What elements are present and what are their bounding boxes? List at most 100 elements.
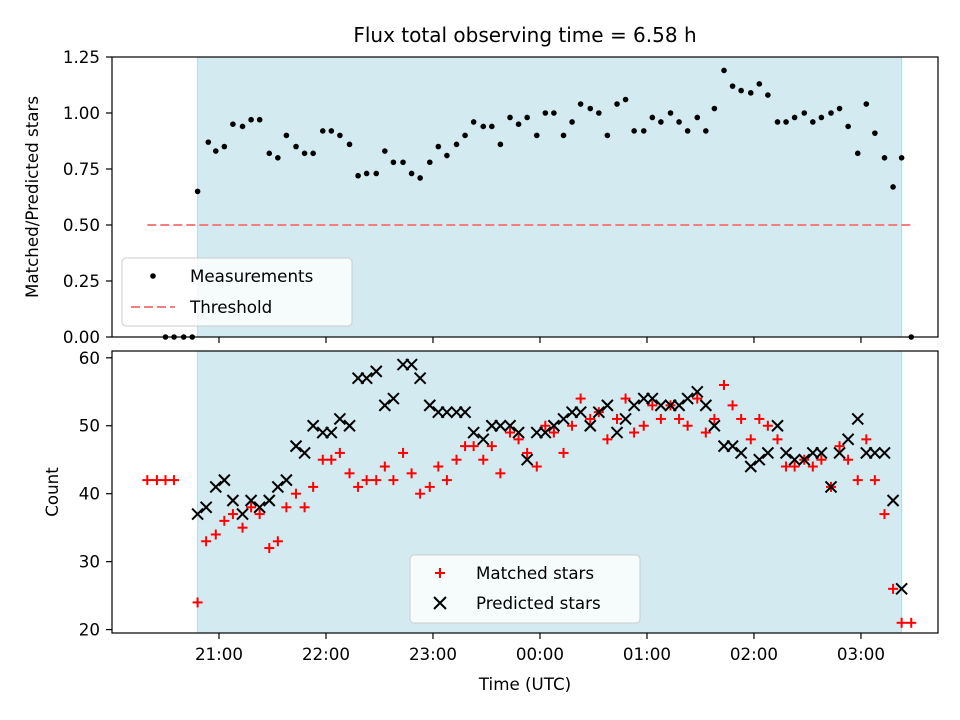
matched-star-point [719,379,730,390]
measurement-point [756,81,763,87]
matched-star-point [709,413,720,424]
measurement-point [622,96,629,103]
bottom-panel: 20 30 40 50 60 21:00 22:00 23:00 00:00 01:00 02:0… [42,348,939,694]
matched-star-point [548,427,559,438]
measurement-point [738,87,744,94]
matched-star-point [272,536,283,547]
predicted-stars-points [191,358,908,596]
matched-star-point [869,475,880,486]
matched-star-point [585,413,596,424]
predicted-star-point [477,433,490,446]
measurement-point [507,114,513,121]
measurement-point [497,141,504,148]
predicted-star-point [378,399,392,412]
measurement-point [676,119,682,125]
predicted-star-point [681,392,694,405]
legend-measurements-marker [150,273,156,279]
matched-star-point [388,475,399,486]
matched-star-point [567,420,578,431]
measurement-point [283,132,290,139]
predicted-star-point [244,494,258,507]
measurement-point [248,116,254,123]
top-y-tick-label: 0.25 [63,271,100,291]
measurement-point [569,119,575,125]
predicted-star-point [343,419,356,432]
bottom-y-tick-label: 20 [79,620,100,640]
predicted-star-point [306,419,320,432]
predicted-star-point [226,494,240,507]
measurement-point [524,114,530,121]
predicted-star-point [654,399,668,412]
top-y-axis-label: Matched/Predicted stars [22,96,42,298]
matched-star-point [254,509,265,520]
bottom-y-tick-label: 50 [79,416,100,436]
predicted-star-point [699,399,713,412]
measurement-point [684,128,691,134]
matched-star-point [762,420,773,431]
measurement-point [596,110,602,116]
matched-star-point [468,441,479,452]
matched-star-point [299,502,310,513]
matched-star-point [291,488,302,499]
predicted-star-point [512,426,525,439]
predicted-star-point [734,446,748,460]
top-y-tick-label: 1.25 [63,47,100,67]
measurement-point [587,105,594,112]
bottom-x-tick-label: 22:00 [302,644,350,664]
predicted-star-point [771,419,784,432]
predicted-star-point [236,507,249,521]
matched-star-point [906,617,917,628]
predicted-star-point [833,446,846,460]
predicted-star-point [387,392,400,405]
measurement-point [426,159,433,166]
matched-star-point [219,515,230,526]
predicted-star-point [761,446,775,460]
measurement-point [836,105,843,112]
matched-star-point [451,454,462,465]
top-legend: Measurements Threshold [121,257,353,327]
measurement-point [872,130,878,136]
predicted-star-point [708,419,721,432]
matched-star-point [745,434,756,445]
measurement-point [256,116,263,123]
matched-star-point [227,509,238,520]
measurement-point [453,141,460,148]
top-legend-box [121,257,353,327]
legend-measurements-label: Measurements [190,266,313,286]
measurement-point [640,128,647,134]
predicted-star-point [494,419,507,432]
bottom-x-tick-label: 21:00 [195,644,243,664]
matched-star-point [433,461,444,472]
matched-star-point [398,447,409,458]
predicted-star-point [619,412,632,426]
measurement-point [239,123,246,130]
bottom-axes-frame [111,350,939,634]
top-y-tick-label: 0.00 [63,327,100,347]
predicted-star-point [458,405,472,419]
bottom-y-tick-label: 30 [79,552,100,572]
matched-star-point [142,475,153,486]
bottom-x-ticks: 21:00 22:00 23:00 00:00 01:00 02:00 03:00 [195,633,885,664]
matched-star-point [638,420,649,431]
matched-star-point [852,475,863,486]
measurement-point [221,143,228,150]
matched-star-point [879,509,890,520]
predicted-star-point [271,480,285,494]
matched-star-point [629,427,640,438]
measurement-point [480,123,487,130]
matched-star-point [169,475,180,486]
measurement-point [649,114,656,121]
matched-star-point [682,420,693,431]
measurement-point [854,150,861,157]
measurement-point [293,143,299,150]
predicted-star-point [191,507,204,521]
matched-star-point [655,413,666,424]
predicted-star-point [584,419,597,432]
measurement-point [765,92,771,98]
measurement-point [721,67,727,74]
matched-star-point [505,427,516,438]
measurement-point [462,132,468,139]
measurement-point [390,159,397,166]
matched-star-point [353,481,364,492]
